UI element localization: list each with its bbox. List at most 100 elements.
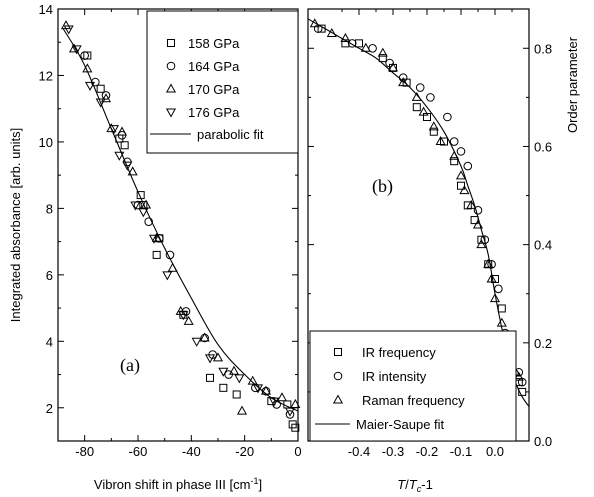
data-point [95,98,106,108]
data-point [418,106,429,116]
x-tick-label: -80 [75,444,94,459]
data-point [435,136,446,146]
data-point [232,390,241,399]
data-point [236,405,248,415]
panel-label: (a) [120,355,140,376]
data-point [463,161,473,171]
data-point [60,20,72,30]
legend-marker [165,108,177,118]
data-point [191,337,202,347]
plot-frame [57,8,299,442]
data-point [398,77,409,87]
data-point [100,93,112,103]
data-point [412,103,421,112]
x-axis-label: T/Tc-1 [397,477,433,494]
data-point [234,374,245,384]
data-point [477,235,486,244]
data-point [108,125,120,135]
data-point [206,373,214,382]
data-point [513,371,524,381]
x-tick-label: -40 [182,444,201,459]
data-point [140,199,152,209]
data-point [63,25,74,35]
y-tick-label: 0.2 [534,336,552,351]
data-point [285,410,295,419]
data-point [101,91,111,100]
legend-marker [332,394,344,404]
y-tick-label: 6 [46,268,53,283]
legend-label: Raman frequency [362,393,465,408]
x-tick-label: 0 [294,444,301,459]
data-point [155,233,164,243]
data-point [398,73,408,83]
y-tick-label: 8 [46,201,53,216]
data-point [429,127,438,136]
data-point [340,32,351,42]
data-point [84,81,96,91]
data-point [355,39,363,48]
data-point [106,123,117,133]
data-point [387,62,399,72]
data-point [385,58,394,68]
x-tick-label: -0.1 [450,444,472,459]
data-point [151,232,162,242]
data-point [476,239,487,249]
legend-label: Maier-Saupe fit [356,417,445,432]
data-point [449,150,460,160]
data-point [377,47,388,57]
data-point [71,45,82,55]
data-point [518,387,527,396]
y-tick-label: 14 [39,2,53,17]
data-point [443,112,452,122]
data-point [415,83,425,92]
data-point [494,284,503,294]
data-point [116,126,128,136]
legend-box [146,10,299,154]
data-point [456,147,466,156]
data-point [114,151,125,161]
data-point [290,398,301,408]
data-point [162,271,173,281]
data-point [178,311,189,321]
data-point [218,367,229,377]
x-tick-label: -20 [235,444,254,459]
data-point [252,384,264,394]
data-point [480,235,490,245]
data-point [497,304,506,313]
data-point [360,42,371,52]
x-tick-label: 0.0 [486,444,504,459]
y-tick-label: 4 [46,334,53,349]
data-point [459,185,470,195]
legend-label: 176 GPa [188,105,240,120]
panel-label: (b) [372,176,393,197]
legend-marker [165,83,177,93]
x-tick-label: -0.3 [382,444,404,459]
data-point [284,407,296,417]
legend-label: 158 GPa [188,36,240,51]
y-axis-label: Integrated absorbance [arb. units] [8,128,23,322]
y-tick-label: 0.6 [534,139,552,154]
data-point [291,423,300,432]
x-tick-label: -0.4 [348,444,370,459]
data-point [83,51,92,60]
data-point [455,170,467,180]
data-point [449,137,459,146]
data-point [347,39,357,48]
data-point [133,200,143,210]
data-point [428,121,439,131]
data-point [487,259,496,269]
data-point [183,315,194,325]
data-point [80,51,89,60]
data-point [473,205,483,215]
data-point [276,392,288,402]
data-point [486,273,497,283]
y-axis-label: Order parameter [565,36,580,133]
data-point [317,24,326,33]
data-point [204,354,216,364]
legend-box [309,330,517,442]
data-point [212,352,224,362]
data-point [138,208,149,218]
data-point [120,141,129,150]
legend-label: parabolic fit [197,127,264,142]
x-tick-label: -60 [129,444,148,459]
